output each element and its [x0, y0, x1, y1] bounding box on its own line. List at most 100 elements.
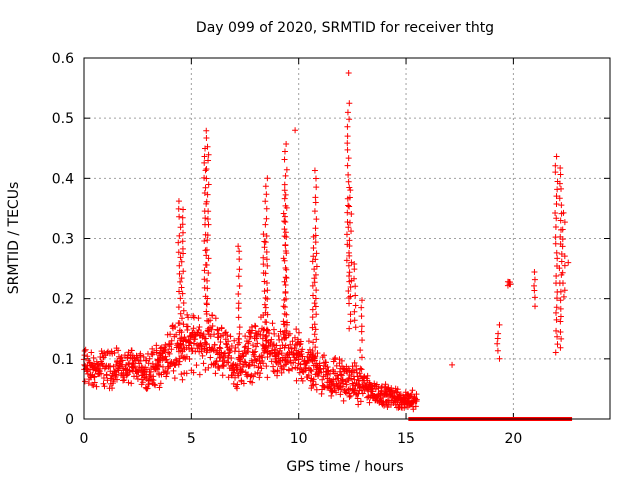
data-point [205, 364, 212, 371]
data-point [220, 354, 227, 361]
data-point [201, 190, 208, 197]
data-point [559, 269, 566, 276]
data-point [281, 310, 288, 317]
data-point [251, 353, 258, 360]
data-point [164, 359, 171, 366]
data-point [557, 305, 564, 312]
data-point [178, 345, 185, 352]
data-point [245, 345, 252, 352]
y-axis-label: SRMTID / TECUs [6, 182, 22, 295]
data-point [346, 272, 353, 279]
data-point [180, 321, 187, 328]
data-point [312, 271, 319, 278]
data-point [259, 354, 266, 361]
y-tick-label: 0.3 [52, 232, 74, 248]
data-point [343, 381, 350, 388]
data-point [309, 258, 316, 265]
data-point [101, 383, 108, 390]
data-point [165, 349, 172, 356]
data-point [113, 371, 120, 378]
data-point [113, 361, 120, 368]
data-point [180, 299, 187, 306]
data-point [559, 236, 566, 243]
data-point [289, 338, 296, 345]
data-point [263, 248, 270, 255]
data-point [172, 323, 179, 330]
data-point [281, 218, 288, 225]
data-point [263, 256, 270, 263]
data-point [147, 372, 154, 379]
data-point [496, 355, 503, 362]
data-point [311, 208, 318, 215]
data-point [200, 331, 207, 338]
data-point [156, 363, 163, 370]
data-point [345, 262, 352, 269]
data-point [81, 348, 88, 355]
data-point [179, 221, 186, 228]
data-point [176, 288, 183, 295]
data-point [321, 352, 328, 359]
data-point [309, 324, 316, 331]
data-point [312, 175, 319, 182]
data-point [281, 233, 288, 240]
data-point [262, 198, 269, 205]
data-point [294, 365, 301, 372]
data-point [144, 385, 151, 392]
data-point [382, 381, 389, 388]
data-point [178, 329, 185, 336]
data-point [205, 269, 212, 276]
data-point [241, 344, 248, 351]
data-point [176, 270, 183, 277]
data-point [275, 332, 282, 339]
data-point [212, 370, 219, 377]
data-point [281, 181, 288, 188]
data-point [145, 360, 152, 367]
data-point [241, 358, 248, 365]
data-point [347, 283, 354, 290]
data-point [557, 328, 564, 335]
data-point [191, 314, 198, 321]
data-point [277, 345, 284, 352]
data-point [176, 213, 183, 220]
data-point [253, 343, 260, 350]
data-point [306, 346, 313, 353]
data-point [299, 377, 306, 384]
data-point [346, 269, 353, 276]
data-point [348, 210, 355, 217]
data-point [153, 342, 160, 349]
data-point [283, 140, 290, 147]
data-point [378, 387, 385, 394]
data-point [211, 331, 218, 338]
data-point [200, 360, 207, 367]
data-point [553, 193, 560, 200]
y-tick-label: 0 [65, 412, 74, 428]
data-point [178, 371, 185, 378]
data-point [178, 258, 185, 265]
data-point [346, 219, 353, 226]
data-point [412, 403, 419, 410]
data-point [202, 167, 209, 174]
data-point [208, 326, 215, 333]
data-point [227, 333, 234, 340]
data-point [199, 352, 206, 359]
data-point [177, 278, 184, 285]
data-point [190, 340, 197, 347]
data-point [553, 295, 560, 302]
chart-title: Day 099 of 2020, SRMTID for receiver tht… [196, 20, 494, 36]
data-point [330, 381, 337, 388]
data-point [554, 333, 561, 340]
data-point [153, 347, 160, 354]
data-point [553, 215, 560, 222]
data-point [282, 242, 289, 249]
data-point [218, 349, 225, 356]
data-point [351, 275, 358, 282]
data-point [240, 380, 247, 387]
data-point [364, 372, 371, 379]
data-point [558, 335, 565, 342]
data-point [260, 312, 267, 319]
data-point [312, 194, 319, 201]
data-point [203, 166, 210, 173]
data-point [333, 362, 340, 369]
data-point [344, 123, 351, 130]
data-point [532, 303, 539, 310]
